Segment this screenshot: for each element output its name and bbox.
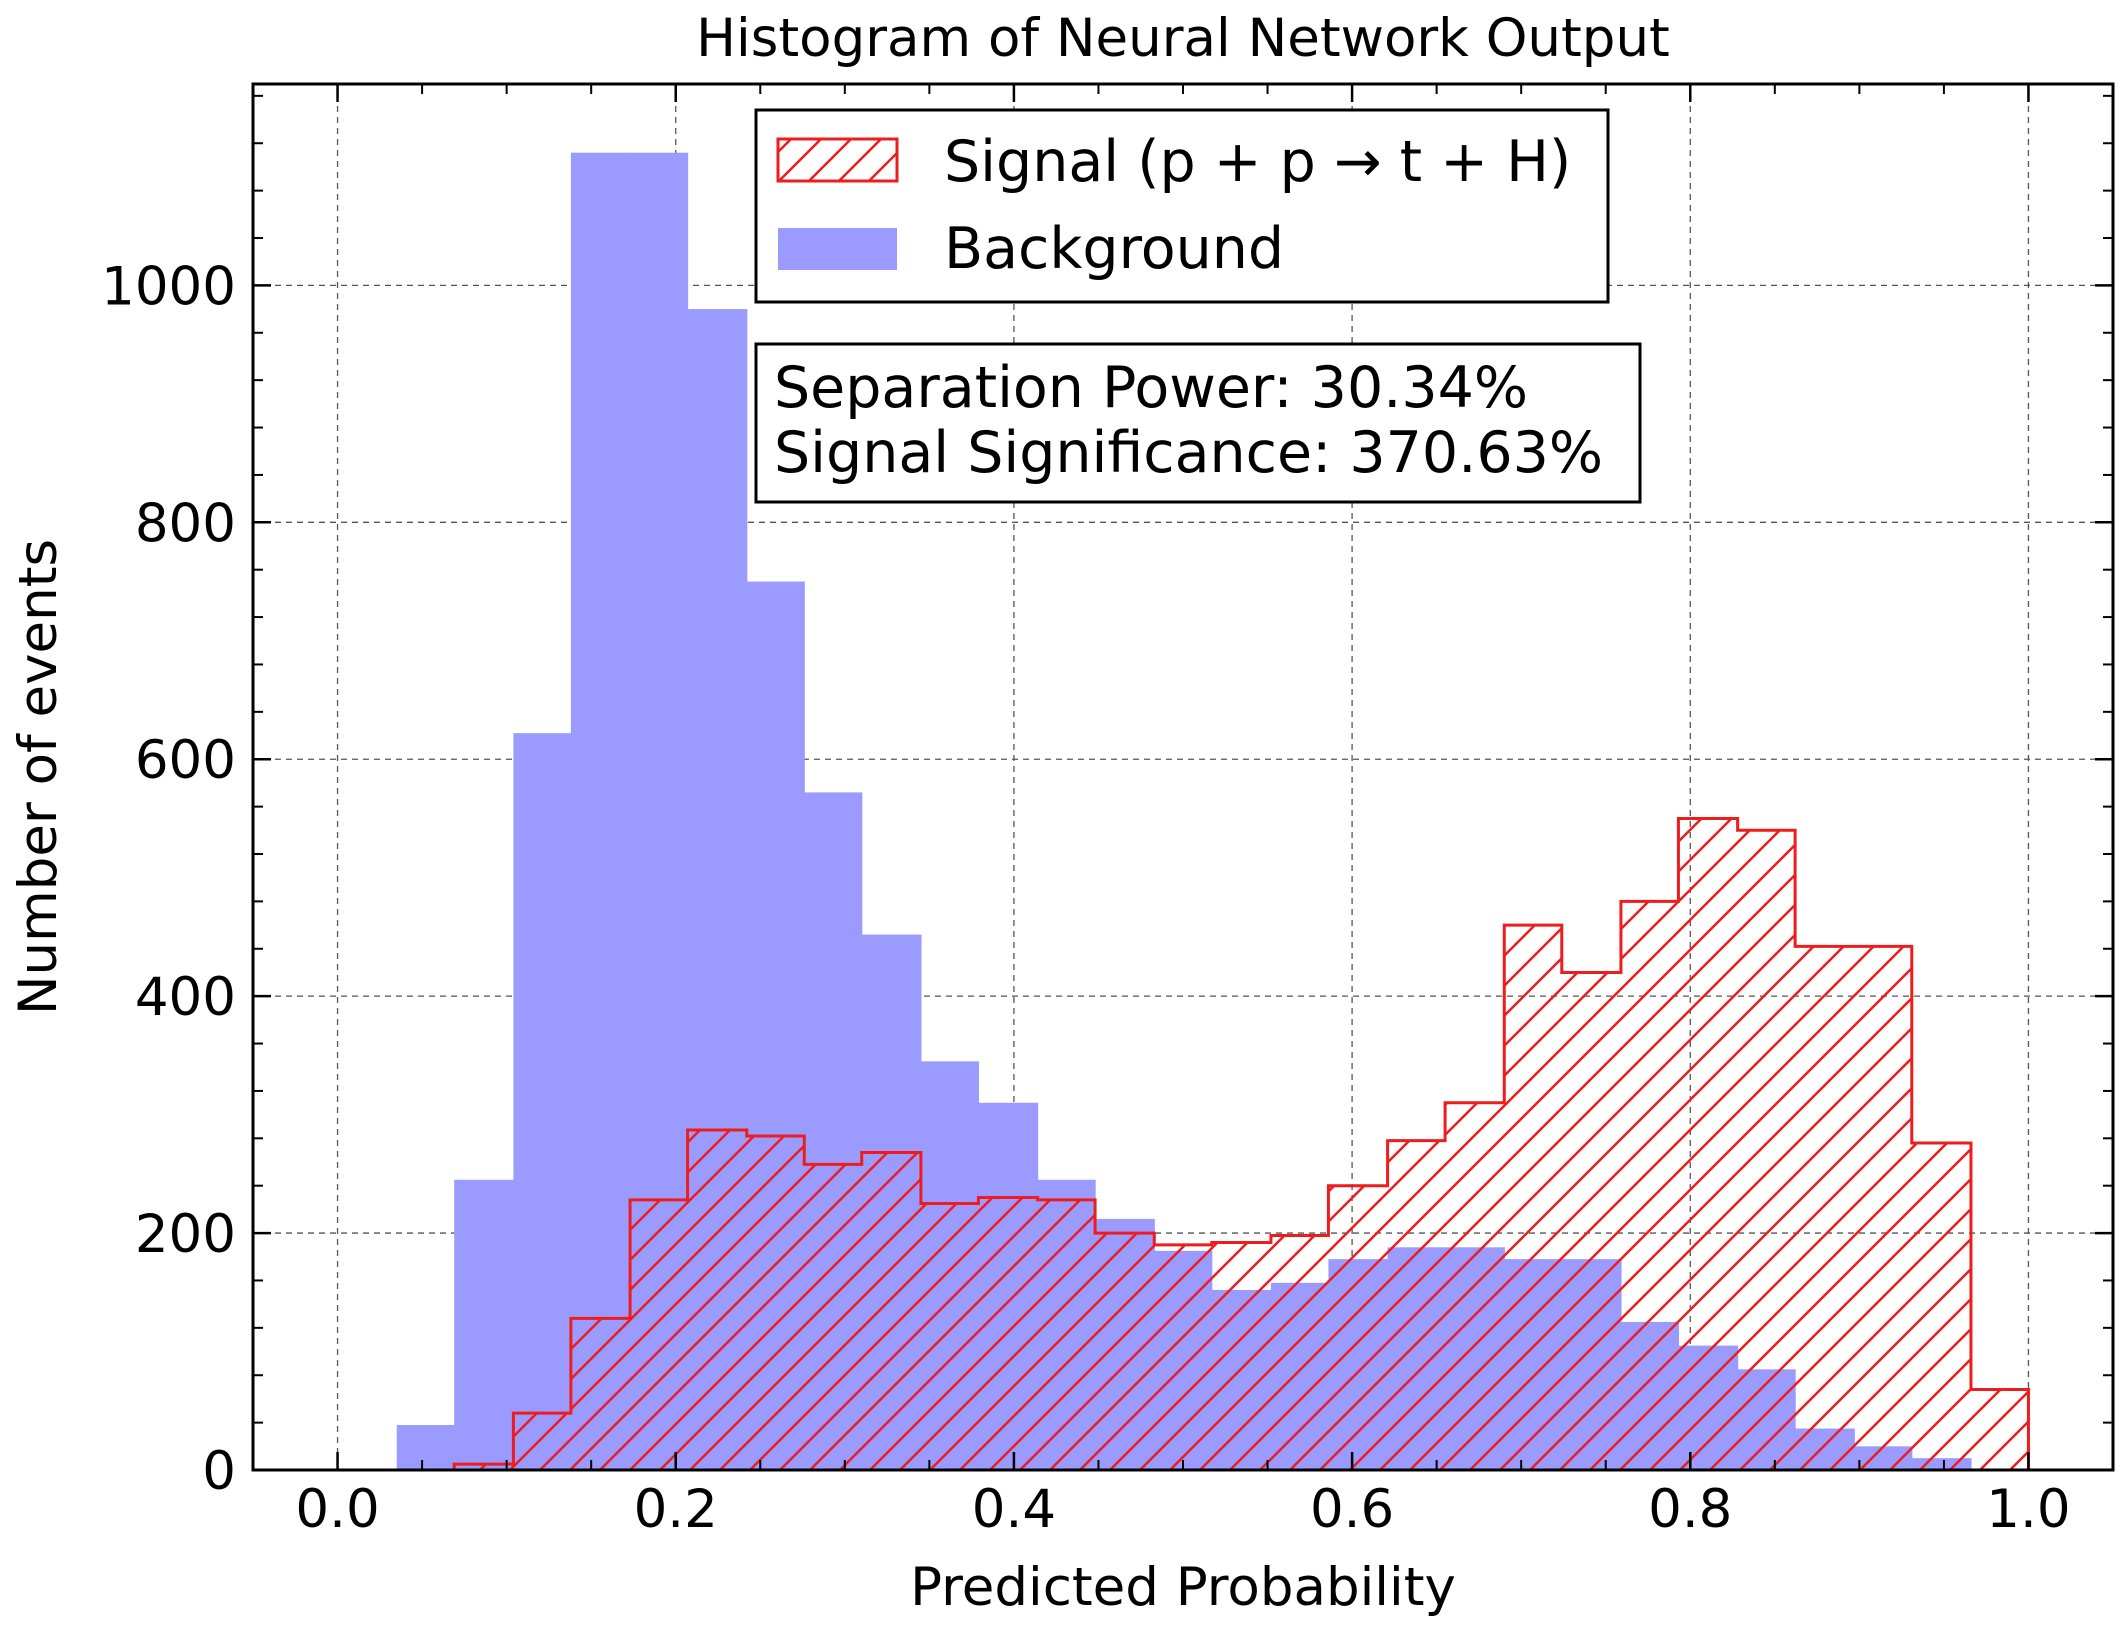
signal-histogram xyxy=(452,816,2030,1470)
x-tick-labels: 0.0 0.2 0.4 0.6 0.8 1.0 xyxy=(295,1479,2070,1540)
separation-power-text: Separation Power: 30.34% xyxy=(774,355,1528,421)
legend: Signal (p + p → t + H) Background xyxy=(754,108,1610,304)
metrics-box xyxy=(754,342,1642,504)
y-tick-label: 1000 xyxy=(101,256,236,317)
x-tick-label: 1.0 xyxy=(1986,1479,2070,1540)
background-bar xyxy=(570,152,631,1470)
legend-background-label: Background xyxy=(944,216,1284,282)
chart-title: Histogram of Neural Network Output xyxy=(696,8,1670,69)
metrics-annotation: Separation Power: 30.34% Signal Signific… xyxy=(754,342,1642,504)
signal-step-outline xyxy=(452,816,2030,1470)
axis-ticks xyxy=(252,84,2114,1472)
x-tick-label: 0.0 xyxy=(295,1479,379,1540)
legend-background-swatch xyxy=(778,228,897,270)
legend-signal-label: Signal (p + p → t + H) xyxy=(944,129,1571,195)
x-axis-label: Predicted Probability xyxy=(910,1557,1456,1618)
signal-significance-text: Signal Significance: 370.63% xyxy=(774,420,1603,486)
x-tick-label: 0.2 xyxy=(634,1479,718,1540)
y-tick-label: 200 xyxy=(135,1204,236,1265)
x-tick-label: 0.6 xyxy=(1310,1479,1394,1540)
background-bar xyxy=(396,1424,455,1470)
background-bar xyxy=(513,733,572,1470)
y-tick-label: 600 xyxy=(135,730,236,791)
y-tick-label: 400 xyxy=(135,967,236,1028)
y-tick-labels: 0 200 400 600 800 1000 xyxy=(101,256,236,1502)
background-bar xyxy=(454,1179,514,1470)
legend-signal-swatch xyxy=(776,137,899,183)
y-tick-label: 0 xyxy=(202,1441,236,1502)
x-tick-label: 0.8 xyxy=(1648,1479,1732,1540)
x-tick-label: 0.4 xyxy=(972,1479,1056,1540)
y-axis-label: Number of events xyxy=(8,539,69,1015)
y-tick-label: 800 xyxy=(135,493,236,554)
